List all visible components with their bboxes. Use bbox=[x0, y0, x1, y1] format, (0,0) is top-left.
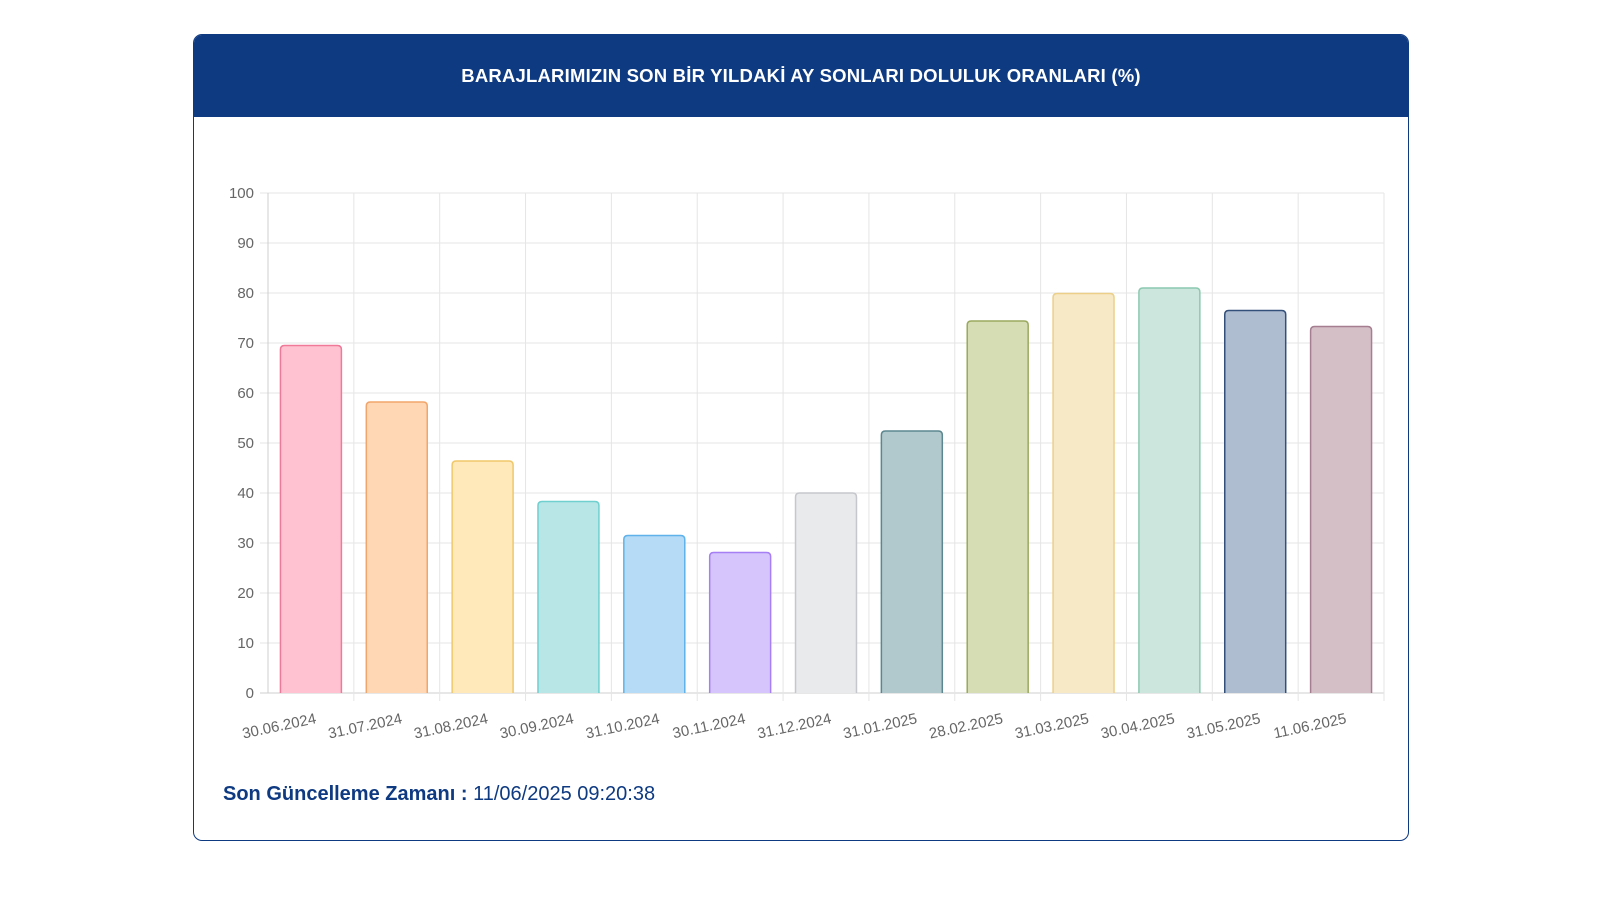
x-tick-label: 30.04.2025 bbox=[1099, 710, 1176, 742]
chart-card: BARAJLARIMIZIN SON BİR YILDAKİ AY SONLAR… bbox=[193, 34, 1409, 841]
x-tick-label: 31.03.2025 bbox=[1013, 710, 1090, 742]
bar bbox=[623, 534, 686, 693]
y-tick-label: 50 bbox=[237, 435, 254, 452]
last-update-value: 11/06/2025 09:20:38 bbox=[473, 783, 656, 805]
bar bbox=[279, 344, 343, 693]
y-tick-label: 10 bbox=[237, 635, 254, 652]
x-tick-label: 11.06.2025 bbox=[1272, 710, 1348, 742]
last-update-label: Son Güncelleme Zamanı : bbox=[223, 783, 468, 805]
bar bbox=[1224, 309, 1287, 693]
bar bbox=[794, 492, 858, 693]
x-tick-label: 31.05.2025 bbox=[1185, 710, 1262, 742]
y-tick-label: 0 bbox=[246, 685, 254, 702]
chart-area: 0 10 20 30 40 50 60 70 80 90 100 30.06.2024 31.07.20… bbox=[194, 117, 1407, 757]
bar bbox=[1052, 292, 1115, 693]
x-tick-label: 30.11.2024 bbox=[671, 710, 747, 742]
x-tick-label: 31.07.2024 bbox=[327, 710, 404, 742]
chart-header: BARAJLARIMIZIN SON BİR YILDAKİ AY SONLAR… bbox=[194, 35, 1408, 117]
chart-title: BARAJLARIMIZIN SON BİR YILDAKİ AY SONLAR… bbox=[461, 65, 1141, 86]
bar bbox=[966, 320, 1029, 693]
bar-chart: 0 10 20 30 40 50 60 70 80 90 100 30.06.2024 31.07.20… bbox=[229, 185, 1385, 743]
x-tick-label: 28.02.2025 bbox=[928, 710, 1005, 742]
x-tick-label: 31.10.2024 bbox=[584, 710, 661, 742]
bar bbox=[365, 401, 428, 693]
bar bbox=[1309, 325, 1373, 693]
y-tick-label: 20 bbox=[237, 585, 254, 602]
y-tick-label: 90 bbox=[237, 235, 254, 252]
y-tick-label: 80 bbox=[237, 285, 254, 302]
bar bbox=[1138, 287, 1201, 693]
bar bbox=[537, 500, 600, 693]
y-tick-label: 60 bbox=[237, 385, 254, 402]
bar bbox=[451, 460, 514, 693]
last-update: Son Güncelleme Zamanı : 11/06/2025 09:20… bbox=[223, 783, 655, 806]
y-tick-label: 70 bbox=[237, 335, 254, 352]
bar bbox=[880, 430, 944, 693]
y-tick-label: 30 bbox=[237, 535, 254, 552]
x-tick-label: 31.01.2025 bbox=[842, 710, 919, 742]
y-tick-label: 40 bbox=[237, 485, 254, 502]
x-tick-label: 31.08.2024 bbox=[412, 710, 489, 742]
x-tick-label: 31.12.2024 bbox=[756, 710, 833, 742]
x-tick-label: 30.06.2024 bbox=[241, 710, 318, 742]
y-tick-label: 100 bbox=[229, 185, 254, 202]
bar bbox=[708, 551, 772, 693]
x-tick-label: 30.09.2024 bbox=[498, 710, 575, 742]
